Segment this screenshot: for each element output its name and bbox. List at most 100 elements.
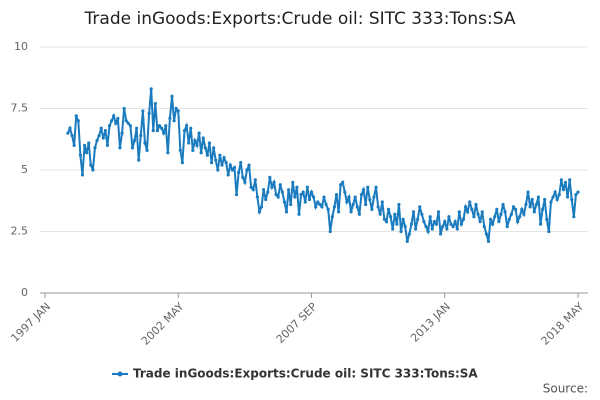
data-point <box>468 200 472 204</box>
data-point <box>137 158 141 162</box>
data-point <box>478 220 482 224</box>
data-point <box>259 205 264 209</box>
data-point <box>153 101 157 106</box>
data-point <box>420 212 424 216</box>
data-point <box>105 143 110 147</box>
data-point <box>553 190 557 194</box>
data-point <box>501 202 505 207</box>
data-point <box>191 148 195 152</box>
data-point <box>187 141 191 145</box>
data-point <box>549 200 553 204</box>
data-point <box>491 222 495 226</box>
data-point <box>78 153 82 157</box>
data-point <box>197 131 201 135</box>
data-point <box>103 129 107 133</box>
data-point <box>378 212 382 216</box>
data-point <box>74 114 78 118</box>
data-point <box>339 183 343 187</box>
data-point <box>107 124 112 128</box>
data-point <box>547 229 551 234</box>
data-point <box>509 212 513 216</box>
data-point <box>149 87 153 91</box>
data-point <box>561 188 566 192</box>
data-point <box>332 205 337 209</box>
data-point <box>176 109 180 113</box>
data-point <box>237 170 241 175</box>
data-point <box>309 190 314 194</box>
data-point <box>216 168 220 172</box>
data-point <box>516 220 520 224</box>
data-point <box>230 168 234 172</box>
data-point <box>124 119 128 123</box>
data-point <box>522 212 526 216</box>
data-point <box>318 202 322 207</box>
data-point <box>91 168 95 172</box>
data-point <box>438 232 443 236</box>
data-point <box>557 193 561 197</box>
data-point <box>393 212 397 216</box>
data-point <box>472 215 476 219</box>
data-point <box>126 121 130 125</box>
data-point <box>316 200 320 204</box>
data-point <box>343 190 347 194</box>
data-point <box>538 222 543 226</box>
data-point <box>243 180 247 184</box>
data-point <box>155 129 160 133</box>
data-point <box>528 205 532 209</box>
data-point <box>274 193 278 197</box>
data-point <box>461 217 466 221</box>
data-point <box>505 224 509 229</box>
data-point <box>574 193 578 197</box>
data-point <box>205 153 209 157</box>
data-point <box>272 180 276 184</box>
data-point <box>355 205 359 209</box>
data-point <box>403 224 407 229</box>
data-point <box>559 178 563 182</box>
data-point <box>455 227 459 231</box>
data-point <box>218 153 222 157</box>
data-point <box>449 222 453 226</box>
data-point <box>282 200 287 204</box>
data-point <box>170 94 174 98</box>
data-point <box>536 195 541 199</box>
data-point <box>391 227 395 231</box>
data-point <box>349 210 353 214</box>
data-point <box>70 133 74 138</box>
data-point <box>164 124 168 128</box>
data-point <box>311 195 316 199</box>
data-point <box>320 205 324 209</box>
data-point <box>249 185 253 189</box>
data-point <box>118 146 122 150</box>
data-point <box>166 151 170 155</box>
data-point <box>532 210 536 214</box>
data-point <box>174 106 178 111</box>
y-tick-label: 2.5 <box>11 225 29 238</box>
data-point <box>253 178 257 182</box>
data-point <box>416 217 420 221</box>
data-point <box>463 205 468 209</box>
data-point <box>345 200 349 204</box>
data-point <box>330 215 334 219</box>
data-point <box>135 126 139 130</box>
data-point <box>299 193 303 197</box>
data-point <box>418 205 422 209</box>
data-point <box>495 207 499 211</box>
data-point <box>120 131 124 135</box>
x-tick-label: 2018 MAY <box>539 300 587 348</box>
data-point <box>264 197 268 202</box>
data-point <box>280 190 284 194</box>
data-point <box>314 205 318 209</box>
data-point <box>368 197 372 202</box>
data-point <box>295 185 299 189</box>
data-point <box>284 210 289 214</box>
data-point <box>572 215 576 219</box>
data-point <box>101 136 105 140</box>
data-point <box>180 161 185 165</box>
data-point <box>353 195 357 199</box>
data-point <box>301 190 305 194</box>
data-point <box>520 207 524 211</box>
data-point <box>116 116 120 120</box>
data-point <box>336 210 341 214</box>
data-point <box>212 146 216 150</box>
